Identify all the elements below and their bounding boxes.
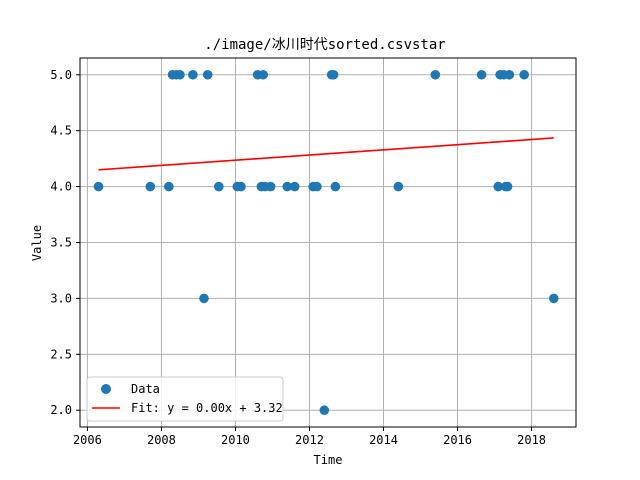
- data-point: [175, 69, 185, 80]
- data-point: [319, 405, 330, 416]
- data-point: [430, 69, 441, 80]
- data-point: [548, 293, 559, 304]
- data-point: [93, 181, 104, 192]
- fit-line-layer: [98, 137, 554, 171]
- data-point: [236, 181, 246, 192]
- data-point: [265, 181, 276, 192]
- x-tick-label: 2018: [517, 433, 546, 447]
- data-points: [93, 69, 559, 416]
- data-point: [199, 293, 209, 304]
- x-tick-label: 2010: [221, 433, 250, 447]
- data-point: [202, 69, 213, 80]
- data-point: [519, 69, 529, 80]
- data-point: [258, 69, 269, 80]
- legend: Data Fit: y = 0.00x + 3.32: [86, 376, 284, 422]
- x-axis-ticks: 2006 2008 2010 2012 2014 2016 2018: [73, 427, 546, 447]
- legend-fit-label: Fit: y = 0.00x + 3.32: [131, 401, 283, 415]
- legend-data-label: Data: [131, 382, 160, 396]
- data-point: [214, 181, 224, 192]
- data-point: [289, 181, 300, 192]
- x-tick-label: 2012: [295, 433, 324, 447]
- y-tick-label: 2.0: [50, 403, 72, 417]
- data-point: [330, 181, 341, 192]
- x-tick-label: 2014: [369, 433, 398, 447]
- chart-title: ./image/冰川时代sorted.csvstar: [204, 37, 445, 53]
- data-point: [282, 181, 293, 192]
- y-tick-label: 4.5: [50, 124, 72, 138]
- data-point: [312, 181, 322, 192]
- data-point: [164, 181, 174, 192]
- y-tick-label: 3.5: [50, 236, 72, 250]
- y-tick-label: 3.0: [50, 291, 72, 305]
- y-tick-label: 4.0: [50, 180, 72, 194]
- x-tick-label: 2006: [73, 433, 102, 447]
- data-point: [188, 69, 198, 80]
- y-tick-label: 2.5: [50, 347, 72, 361]
- data-point: [393, 181, 404, 192]
- data-point: [145, 181, 156, 192]
- legend-data-marker: [101, 384, 111, 394]
- legend-box: [86, 376, 284, 422]
- y-tick-label: 5.0: [50, 68, 72, 82]
- data-point: [493, 181, 504, 192]
- y-axis-label: Value: [30, 225, 44, 261]
- data-point: [504, 69, 515, 80]
- x-axis-label: Time: [314, 453, 343, 467]
- x-tick-label: 2008: [147, 433, 176, 447]
- fit-line: [98, 137, 554, 171]
- data-point: [502, 181, 513, 192]
- data-point: [328, 69, 339, 80]
- y-axis-ticks: 2.0 2.5 3.0 3.5 4.0 4.5 5.0: [50, 68, 80, 417]
- x-tick-label: 2016: [443, 433, 472, 447]
- data-point: [476, 69, 487, 80]
